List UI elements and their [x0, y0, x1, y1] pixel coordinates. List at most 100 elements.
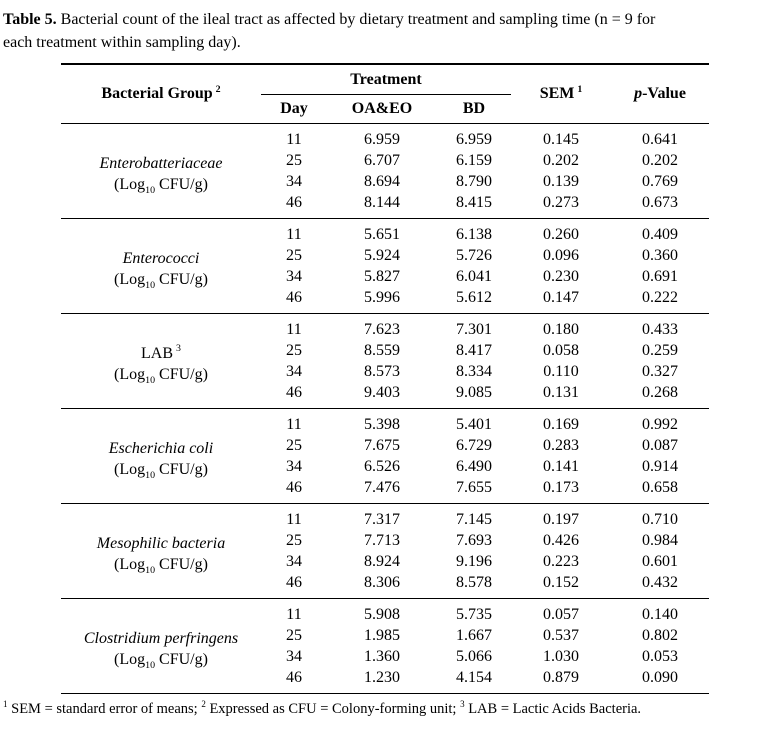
table-caption: Table 5. Bacterial count of the ileal tra…: [3, 8, 768, 54]
cell-oaeo: 5.924: [364, 247, 400, 264]
table-row: 34 6.526 6.490 0.141 0.914: [61, 456, 709, 477]
cell-day: 34: [286, 648, 302, 665]
cell-bd: 8.790: [456, 173, 492, 190]
cell-p: 0.360: [642, 247, 678, 264]
cell-day: 46: [286, 289, 302, 306]
table-row: 46 9.403 9.085 0.131 0.268: [61, 382, 709, 409]
cell-p: 0.327: [642, 363, 678, 380]
cell-bd: 9.085: [456, 384, 492, 401]
cell-oaeo: 1.230: [364, 669, 400, 686]
table-row: 34 5.827 6.041 0.230 0.691: [61, 266, 709, 287]
cell-p: 0.641: [642, 131, 678, 148]
table-row: 34 8.694 8.790 0.139 0.769: [61, 171, 709, 192]
cell-bd: 4.154: [456, 669, 492, 686]
table-row: Enterococci (Log10 CFU/g) 11 5.651 6.138 0.26…: [61, 219, 709, 290]
cell-oaeo: 1.985: [364, 627, 400, 644]
cell-bd: 8.578: [456, 574, 492, 591]
cell-day: 25: [286, 342, 302, 359]
cell-bd: 6.490: [456, 458, 492, 475]
cell-oaeo: 5.651: [364, 226, 400, 243]
table-header: Bacterial Group 2 Treatment SEM 1 p-Value …: [61, 64, 709, 124]
cell-day: 11: [286, 131, 302, 148]
bacterial-group-name: Enterococci: [122, 249, 200, 267]
footnote-marker-2: 2: [201, 699, 206, 710]
table-row: 46 8.306 8.578 0.152 0.432: [61, 572, 709, 599]
log-subscript: 10: [145, 564, 156, 576]
cell-sem: 0.273: [543, 194, 579, 211]
col-header-day: Day: [280, 100, 308, 117]
cell-p: 0.140: [642, 606, 678, 623]
cell-sem: 0.139: [543, 173, 579, 190]
cell-p: 0.691: [642, 268, 678, 285]
cell-day: 25: [286, 437, 302, 454]
cell-bd: 7.655: [456, 479, 492, 496]
cell-bd: 5.401: [456, 416, 492, 433]
cell-sem: 0.230: [543, 268, 579, 285]
cell-bd: 6.041: [456, 268, 492, 285]
footnote-ref-3: 3: [176, 343, 181, 355]
cell-p: 0.710: [642, 511, 678, 528]
cell-day: 11: [286, 226, 302, 243]
cell-p: 0.658: [642, 479, 678, 496]
bacterial-group-unit: (Log10 CFU/g): [114, 270, 208, 291]
cell-p: 0.601: [642, 553, 678, 570]
cell-day: 46: [286, 669, 302, 686]
cell-day: 46: [286, 384, 302, 401]
cell-oaeo: 8.924: [364, 553, 400, 570]
bacterial-group-name: Clostridium perfringens: [83, 629, 239, 647]
bacterial-group-section: LAB 3 (Log10 CFU/g) 11 7.623 7.301 0.180 0.433 2…: [61, 313, 709, 409]
cell-sem: 0.426: [543, 532, 579, 549]
cell-bd: 6.159: [456, 152, 492, 169]
cell-bd: 7.301: [456, 321, 492, 338]
table-row: 46 8.144 8.415 0.273 0.673: [61, 192, 709, 219]
cell-oaeo: 5.827: [364, 268, 400, 285]
cell-sem: 0.145: [543, 131, 579, 148]
cell-day: 46: [286, 194, 302, 211]
cell-p: 0.992: [642, 416, 678, 433]
cell-oaeo: 5.996: [364, 289, 400, 306]
table-footnote: 1 SEM = standard error of means; 2 Expre…: [3, 699, 642, 717]
log-subscript: 10: [145, 374, 156, 386]
cell-sem: 0.131: [543, 384, 579, 401]
footnote-ref-2: 2: [215, 83, 221, 95]
cell-oaeo: 7.675: [364, 437, 400, 454]
cell-p: 0.268: [642, 384, 678, 401]
table-row: Escherichia coli (Log10 CFU/g) 11 5.398 5.40…: [61, 409, 709, 480]
col-header-p-value: p-Value: [634, 85, 686, 102]
cell-bd: 6.959: [456, 131, 492, 148]
cell-day: 11: [286, 511, 302, 528]
cell-bd: 9.196: [456, 553, 492, 570]
cell-sem: 0.152: [543, 574, 579, 591]
cell-bd: 7.145: [456, 511, 492, 528]
cell-day: 25: [286, 247, 302, 264]
table-row: 34 1.360 5.066 1.030 0.053: [61, 646, 709, 667]
cell-sem: 0.057: [543, 606, 579, 623]
cell-bd: 7.693: [456, 532, 492, 549]
cell-p: 0.259: [642, 342, 678, 359]
cell-p: 0.222: [642, 289, 678, 306]
cell-oaeo: 8.144: [364, 194, 400, 211]
bacterial-group-section: Enterobatteriaceae (Log10 CFU/g) 11 6.959 6.…: [61, 123, 709, 219]
bacterial-group-unit: (Log10 CFU/g): [114, 460, 208, 481]
bacterial-group-section: Clostridium perfringens (Log10 CFU/g) 11 5.…: [61, 598, 709, 694]
cell-oaeo: 7.476: [364, 479, 400, 496]
cell-oaeo: 8.694: [364, 173, 400, 190]
table-row: 25 1.985 1.667 0.537 0.802: [61, 625, 709, 646]
table-row: Mesophilic bacteria (Log10 CFU/g) 11 7.317 7…: [61, 504, 709, 575]
cell-bd: 6.729: [456, 437, 492, 454]
cell-sem: 0.110: [543, 363, 579, 380]
cell-p: 0.802: [642, 627, 678, 644]
cell-sem: 0.096: [543, 247, 579, 264]
bacterial-count-table: Bacterial Group 2 Treatment SEM 1 p-Value …: [61, 63, 709, 694]
col-header-sem: SEM 1: [539, 83, 583, 102]
cell-oaeo: 8.573: [364, 363, 400, 380]
cell-oaeo: 6.707: [364, 152, 400, 169]
cell-day: 11: [286, 321, 302, 338]
paper-page: Table 5. Bacterial count of the ileal tra…: [0, 8, 770, 719]
caption-line-2: each treatment within sampling day).: [3, 34, 241, 51]
cell-oaeo: 6.526: [364, 458, 400, 475]
cell-oaeo: 1.360: [364, 648, 400, 665]
log-subscript: 10: [145, 279, 156, 291]
table-row: 46 7.476 7.655 0.173 0.658: [61, 477, 709, 504]
cell-bd: 5.612: [456, 289, 492, 306]
